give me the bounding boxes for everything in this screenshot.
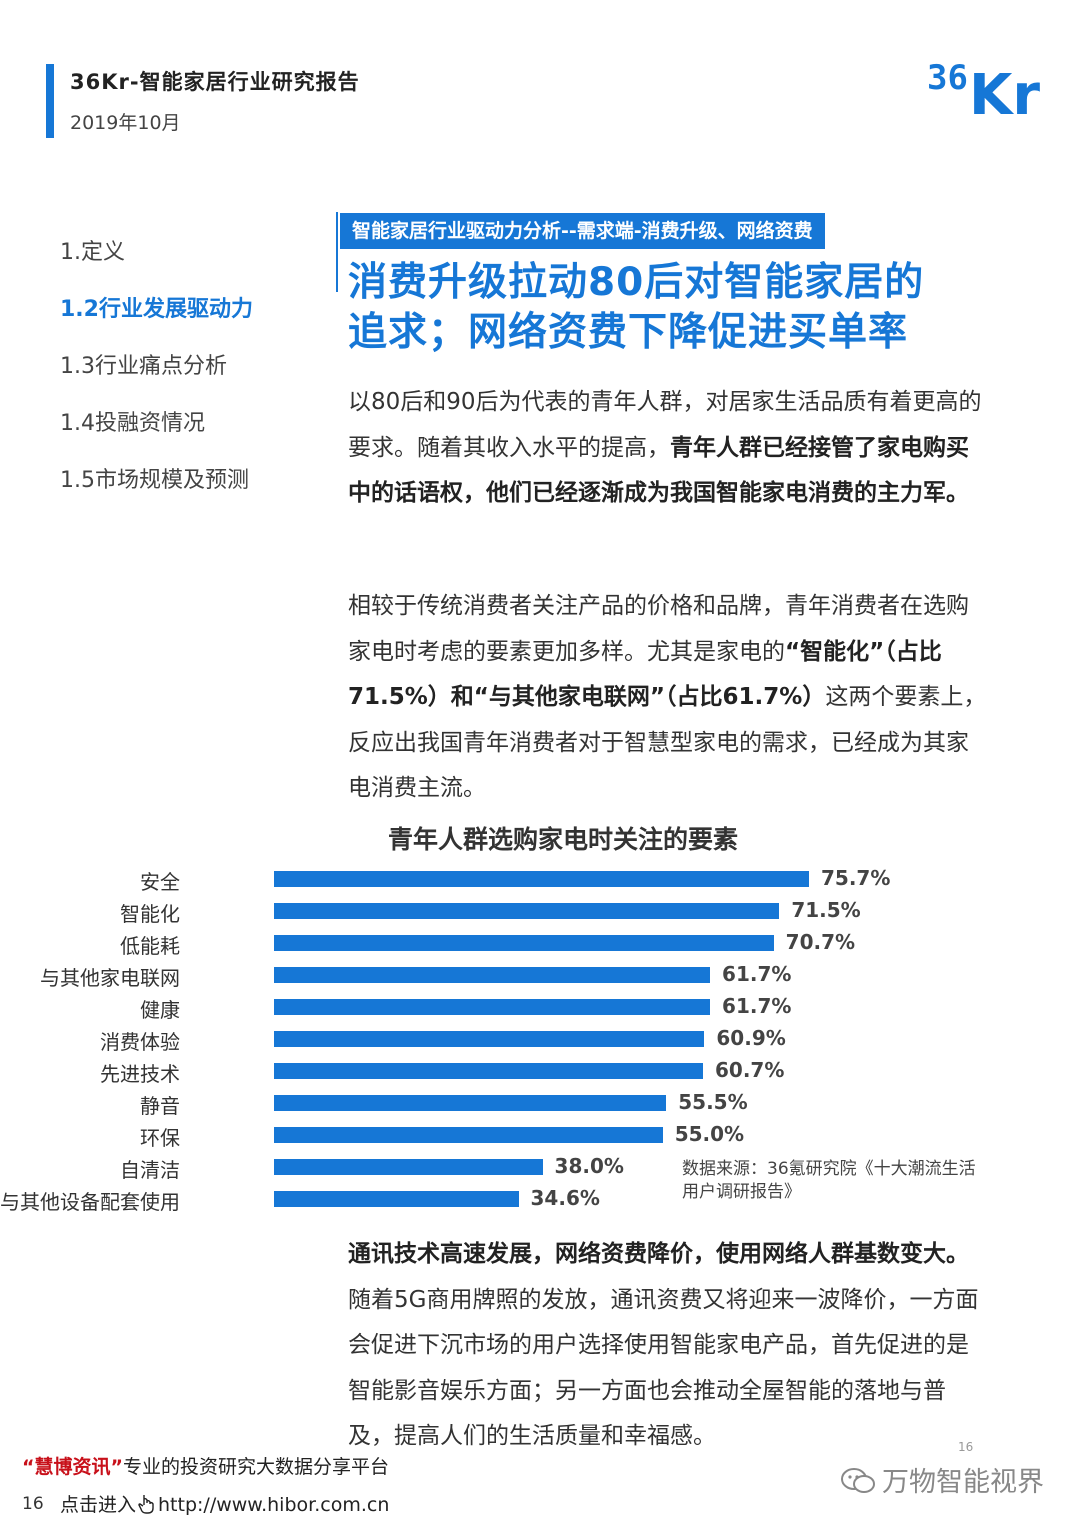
paragraph-3: 通讯技术高速发展，网络资费降价，使用网络人群基数变大。随着5G商用牌照的发放，通…	[348, 1232, 988, 1460]
paragraph-1-text: 以80后和90后为代表的青年人群，对居家生活品质有着更高的要求。随着其收入水平的…	[348, 389, 982, 461]
chart-value-label: 38.0%	[554, 1154, 624, 1178]
chart-category-label: 低能耗	[120, 934, 180, 958]
chart-category-label: 安全	[140, 870, 180, 894]
headline-line-2: 追求；网络资费下降促进买单率	[348, 310, 909, 355]
chart-bar	[274, 999, 711, 1015]
bar-chart: 安全 75.7% 智能化 71.5% 低能耗 70.7% 与其他家电联网 61.7% 健康 61.…	[0, 860, 1000, 1220]
nav-item-pain-points[interactable]: 1.3行业痛点分析	[60, 354, 227, 379]
chart-category-label: 静音	[140, 1094, 180, 1118]
chart-title: 青年人群选购家电时关注的要素	[388, 825, 739, 854]
chart-source: 数据来源：36氪研究院《十大潮流生活用户调研报告》	[682, 1159, 976, 1202]
page-number-small: 16	[958, 1440, 974, 1454]
nav-item-definition[interactable]: 1.定义	[60, 240, 125, 265]
chart-bar	[274, 1095, 667, 1111]
36kr-logo: 36 Kr	[925, 54, 1045, 130]
headline-line-1: 消费升级拉动80后对智能家居的	[348, 260, 925, 305]
chart-bar	[274, 1031, 705, 1047]
chart-category-label: 健康	[140, 998, 180, 1022]
chart-category-label: 先进技术	[100, 1062, 180, 1086]
chart-category-label: 自清洁	[120, 1158, 180, 1182]
headline: 消费升级拉动80后对智能家居的 追求；网络资费下降促进买单率	[348, 258, 1038, 358]
paragraph-2-text-b: 这两个要素上，反应出我国青年消费者对于智慧型家电的需求，已经成为其家电消费主流。	[348, 684, 987, 801]
wechat-icon	[841, 1468, 875, 1493]
report-title: 36Kr-智能家居行业研究报告	[70, 70, 360, 94]
chart-bar	[274, 1159, 543, 1175]
chart-category-label: 消费体验	[100, 1030, 180, 1054]
footer-url-link[interactable]: http://www.hibor.com.cn	[158, 1494, 390, 1516]
chart-bar	[274, 1191, 519, 1207]
pointer-hand-icon	[138, 1495, 154, 1514]
footer-link-row: 点击进入 http://www.hibor.com.cn	[60, 1490, 389, 1517]
chart-value-label: 61.7%	[722, 994, 792, 1018]
chart-category-label: 与其他家电联网	[40, 966, 180, 990]
logo-letters: Kr	[969, 63, 1041, 128]
paragraph-2-emphasis: “智能化”（占比71.5%）和“与其他家电联网”（占比61.7%）	[348, 638, 942, 711]
tag-divider	[336, 212, 338, 292]
paragraph-2-text-a: 相较于传统消费者关注产品的价格和品牌，青年消费者在选购家电时考虑的要素更加多样。…	[348, 593, 969, 665]
page-number: 16	[22, 1494, 44, 1514]
chart-value-label: 60.7%	[714, 1058, 785, 1082]
paragraph-3-emphasis: 通讯技术高速发展，网络资费降价，使用网络人群基数变大。	[348, 1241, 969, 1267]
paragraph-1: 以80后和90后为代表的青年人群，对居家生活品质有着更高的要求。随着其收入水平的…	[348, 380, 988, 517]
chart-bar	[274, 1063, 703, 1079]
chart-value-label: 75.7%	[821, 866, 891, 890]
nav-item-drivers[interactable]: 1.2行业发展驱动力	[60, 297, 253, 322]
chart-bar	[274, 967, 711, 983]
chart-category-label: 与其他设备配套使用	[0, 1190, 180, 1214]
footer-promo: “慧博资讯”专业的投资研究大数据分享平台	[22, 1452, 389, 1479]
report-date: 2019年10月	[70, 112, 181, 134]
chart-value-label: 71.5%	[791, 898, 861, 922]
nav-item-financing[interactable]: 1.4投融资情况	[60, 411, 205, 436]
section-tag: 智能家居行业驱动力分析--需求端-消费升级、网络资费	[340, 213, 825, 249]
chart-value-label: 60.9%	[716, 1026, 786, 1050]
watermark: 万物智能视界	[840, 1460, 1044, 1499]
chart-value-label: 55.0%	[674, 1122, 745, 1146]
chart-bar	[274, 935, 774, 951]
footer-brand: “慧博资讯”	[22, 1456, 123, 1478]
footer-tagline: 专业的投资研究大数据分享平台	[122, 1456, 389, 1478]
chart-value-label: 55.5%	[678, 1090, 748, 1114]
chart-value-label: 70.7%	[785, 930, 856, 954]
paragraph-1-emphasis: 青年人群已经接管了家电购买中的话语权，他们已经逐渐成为我国智能家电消费的主力军。	[348, 434, 969, 507]
chart-bar	[274, 903, 780, 919]
paragraph-2: 相较于传统消费者关注产品的价格和品牌，青年消费者在选购家电时考虑的要素更加多样。…	[348, 584, 988, 812]
chart-category-label: 智能化	[120, 902, 180, 926]
footer-click-label: 点击进入	[60, 1494, 137, 1516]
watermark-text: 万物智能视界	[882, 1467, 1044, 1498]
chart-bar	[274, 871, 809, 887]
header-accent-bar	[46, 64, 54, 138]
chart-bar	[274, 1127, 663, 1143]
paragraph-3-text: 随着5G商用牌照的发放，通讯资费又将迎来一波降价，一方面会促进下沉市场的用户选择…	[348, 1286, 979, 1450]
chart-value-label: 34.6%	[530, 1186, 600, 1210]
chart-category-label: 环保	[140, 1126, 180, 1150]
chart-value-label: 61.7%	[722, 962, 792, 986]
nav-item-market-size[interactable]: 1.5市场规模及预测	[60, 468, 249, 493]
logo-number: 36	[927, 58, 968, 98]
